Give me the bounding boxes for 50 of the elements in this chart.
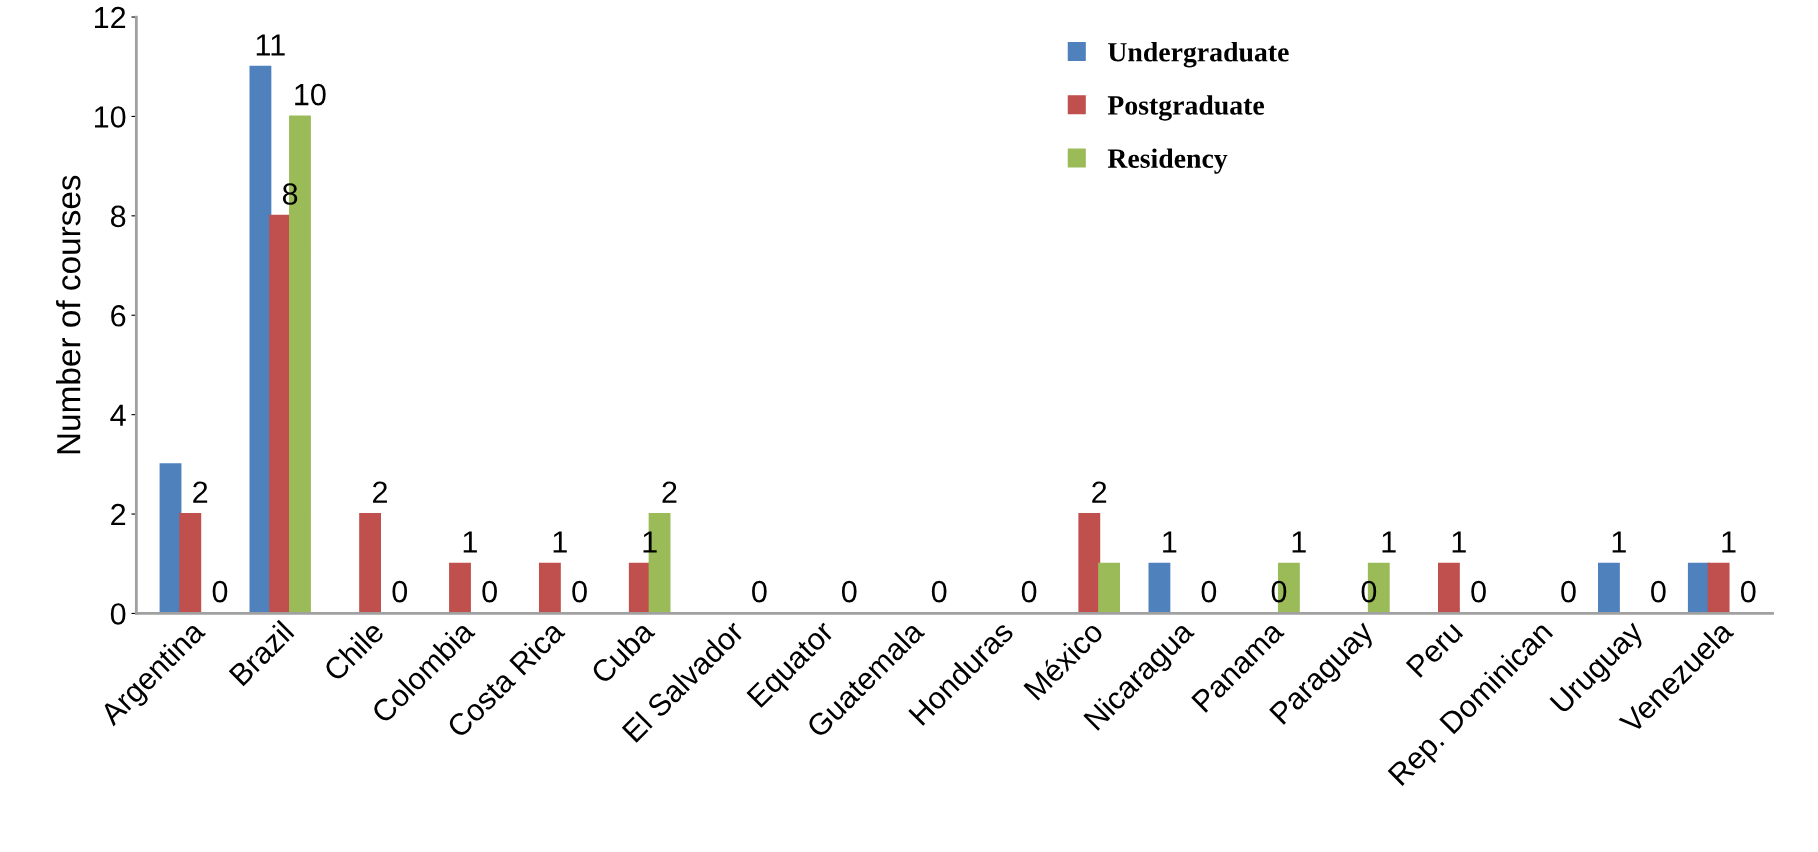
data-label: 0	[482, 580, 497, 603]
data-label: 0	[1021, 580, 1037, 603]
y-tick-label: 6	[111, 304, 126, 327]
y-axis-title: Number of courses	[56, 175, 81, 454]
data-label: 2	[1092, 481, 1107, 503]
bar	[179, 513, 202, 614]
bar	[269, 214, 292, 614]
data-label: 1	[1292, 531, 1306, 553]
data-label: 2	[373, 481, 387, 503]
y-tick-label: 10	[94, 106, 126, 128]
data-label: 0	[841, 580, 857, 603]
y-tick-label: 2	[111, 503, 126, 526]
data-label: 1	[553, 531, 567, 553]
bar	[538, 562, 561, 614]
data-label: 1	[1382, 531, 1396, 553]
bar	[1098, 562, 1121, 614]
y-tick-label: 12	[94, 6, 126, 29]
data-label: 0	[752, 580, 767, 603]
data-label: 2	[662, 481, 677, 503]
data-label: 0	[1201, 580, 1217, 603]
bar	[249, 65, 272, 614]
data-label: 10	[295, 83, 326, 106]
y-tick-label: 8	[110, 205, 126, 228]
data-label: 2	[193, 481, 208, 503]
data-label: 0	[1471, 580, 1486, 603]
data-label: 0	[1740, 580, 1756, 603]
bar	[1707, 562, 1730, 614]
bar	[359, 513, 382, 614]
data-label: 0	[1561, 580, 1576, 603]
data-label: 0	[931, 580, 947, 603]
data-label: 0	[1651, 580, 1666, 603]
bar	[1598, 562, 1620, 614]
y-tick-label: 0	[110, 603, 126, 625]
legend-label: Residency	[1107, 148, 1228, 174]
data-label: 0	[392, 580, 408, 603]
data-label: 1	[1722, 531, 1736, 553]
bar	[1148, 562, 1171, 614]
bar	[1437, 562, 1460, 614]
data-label: 1	[463, 531, 477, 553]
data-label: 1	[1612, 531, 1626, 553]
legend-label: Postgraduate	[1107, 95, 1264, 121]
data-label: 0	[212, 580, 228, 603]
data-label: 1	[1163, 531, 1177, 553]
legend-label: Undergraduate	[1108, 42, 1289, 68]
y-tick-label: 4	[110, 404, 126, 426]
data-label: 1	[1452, 531, 1466, 553]
bar	[449, 562, 471, 614]
data-label: 0	[572, 580, 587, 603]
data-label: 11	[256, 34, 285, 56]
bar	[1078, 513, 1101, 614]
